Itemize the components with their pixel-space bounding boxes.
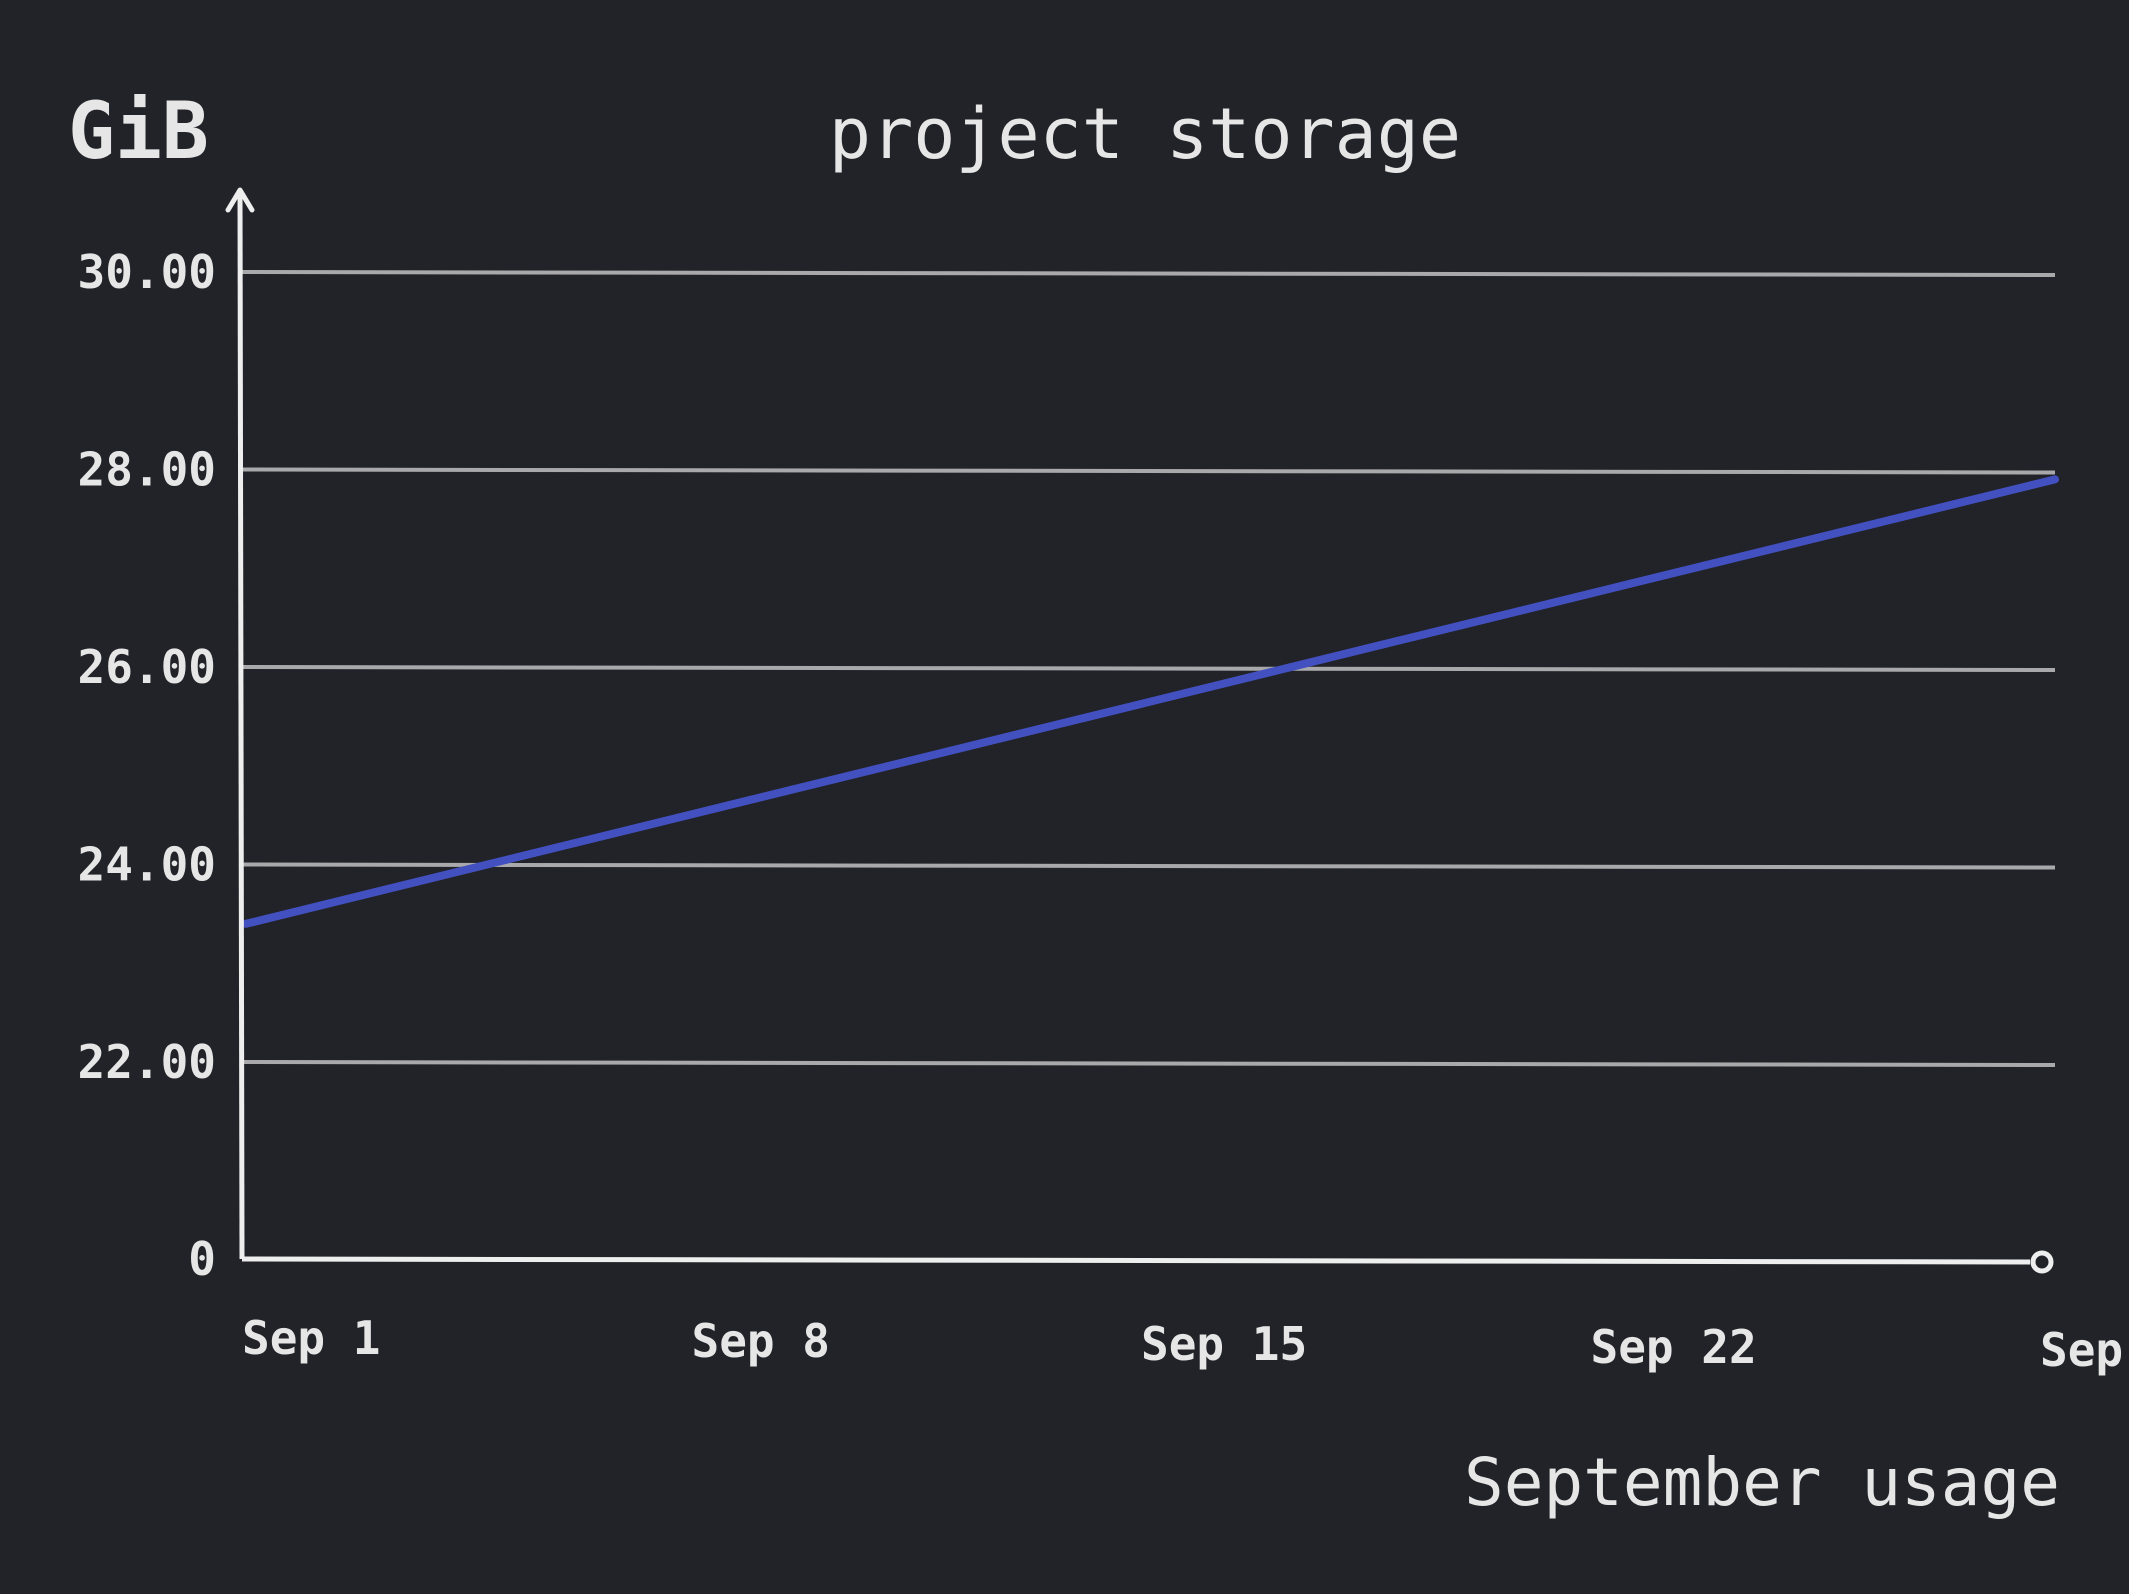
x-tick-label: Sep 15 <box>1141 1317 1307 1371</box>
y-tick-label: 22.00 <box>78 1035 216 1089</box>
x-axis-title: September usage <box>1464 1444 2060 1521</box>
gridlines <box>241 270 2056 1067</box>
x-tick-label: Sep 8 <box>692 1314 830 1368</box>
y-axis-arrow <box>225 187 255 213</box>
x-tick-label: Sep 1 <box>242 1311 380 1365</box>
y-axis-title: GiB <box>68 87 209 177</box>
x-axis-end-marker <box>2030 1250 2054 1274</box>
axes <box>225 187 2054 1274</box>
x-tick-label: Sep 22 <box>1591 1320 1757 1374</box>
x-tick-labels: Sep 1 Sep 8 Sep 15 Sep 22 Sep 30 <box>242 1311 2129 1377</box>
y-tick-label: 28.00 <box>78 443 216 497</box>
y-tick-label: 30.00 <box>78 245 216 299</box>
y-tick-label: 24.00 <box>78 838 216 892</box>
series-layer <box>242 475 2059 928</box>
x-axis-line <box>241 1256 2031 1265</box>
chart-title: project storage <box>829 93 1461 175</box>
y-tick-label: 26.00 <box>78 640 216 694</box>
gridline <box>241 862 2056 870</box>
series-line <box>242 475 2059 928</box>
y-tick-labels: 0 22.00 24.00 26.00 28.00 30.00 <box>78 245 216 1286</box>
x-tick-label: Sep 30 <box>2040 1323 2129 1377</box>
gridline <box>241 1060 2056 1067</box>
labels: project storage GiB September usage <box>68 87 2060 1521</box>
gridline <box>241 467 2056 475</box>
y-axis-line <box>237 191 245 1260</box>
y-tick-label: 0 <box>188 1232 216 1286</box>
gridline <box>241 665 2056 672</box>
gridline <box>241 270 2056 277</box>
